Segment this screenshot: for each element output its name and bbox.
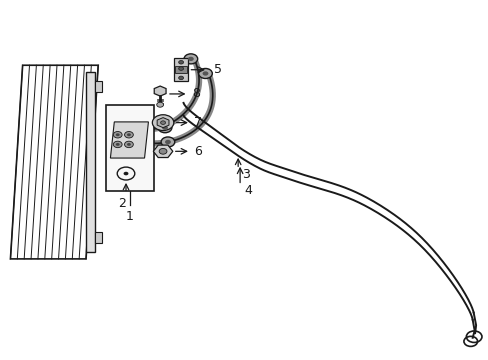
Circle shape (162, 126, 167, 130)
Circle shape (113, 141, 122, 148)
Circle shape (124, 131, 133, 138)
Circle shape (157, 102, 163, 107)
Circle shape (124, 141, 133, 148)
Circle shape (178, 67, 183, 70)
Circle shape (152, 115, 173, 131)
Circle shape (127, 133, 131, 136)
Circle shape (116, 133, 120, 136)
Circle shape (123, 172, 128, 175)
Text: 4: 4 (244, 184, 251, 197)
Circle shape (160, 121, 165, 125)
Circle shape (183, 54, 197, 64)
Text: 1: 1 (126, 211, 134, 224)
Circle shape (187, 57, 193, 61)
FancyBboxPatch shape (173, 58, 188, 81)
Circle shape (178, 76, 183, 80)
Circle shape (158, 123, 171, 133)
Circle shape (113, 131, 122, 138)
Text: 8: 8 (191, 87, 200, 100)
Text: 2: 2 (118, 197, 126, 210)
Circle shape (159, 148, 166, 154)
Text: 5: 5 (213, 63, 222, 76)
Circle shape (164, 140, 170, 144)
Circle shape (127, 143, 131, 146)
Polygon shape (86, 72, 95, 252)
Circle shape (178, 60, 183, 64)
Circle shape (198, 68, 212, 78)
Polygon shape (110, 122, 148, 158)
Text: 3: 3 (242, 168, 249, 181)
Circle shape (116, 143, 120, 146)
FancyBboxPatch shape (175, 66, 186, 73)
Text: 7: 7 (194, 116, 202, 129)
FancyBboxPatch shape (95, 81, 102, 92)
Text: 6: 6 (194, 145, 202, 158)
Circle shape (161, 137, 174, 147)
FancyBboxPatch shape (95, 232, 102, 243)
FancyBboxPatch shape (105, 105, 154, 191)
Circle shape (202, 71, 208, 76)
